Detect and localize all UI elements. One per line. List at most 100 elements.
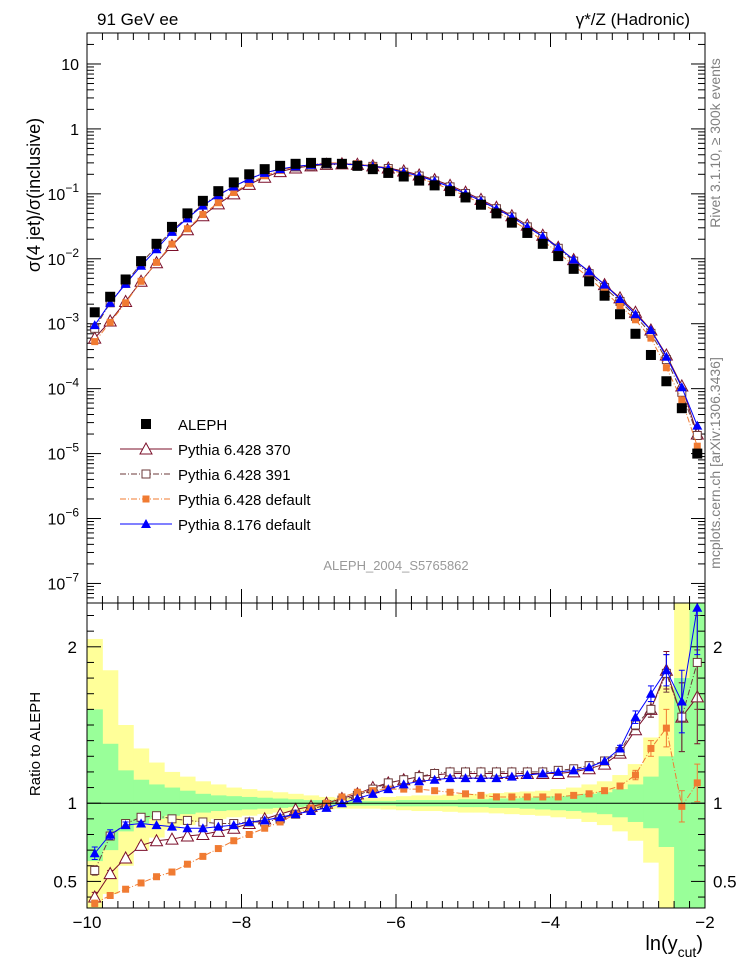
main-data-point xyxy=(553,242,564,252)
main-data-point xyxy=(645,325,656,335)
ratio-series-pythia-6-428-370 xyxy=(87,649,705,903)
ratio-data-point xyxy=(414,776,425,786)
main-series-pythia-6-428-391 xyxy=(90,159,702,440)
main-data-point xyxy=(367,164,378,175)
legend-entry-pythia-6-428-default: Pythia 6.428 default xyxy=(120,492,311,509)
legend-entry-pythia-8-176-default: Pythia 8.176 default xyxy=(120,517,311,534)
ratio-data-point xyxy=(244,816,255,826)
main-y-tick-label: 10−4 xyxy=(48,376,80,399)
main-data-point xyxy=(631,316,639,324)
ratio-data-point xyxy=(122,885,130,893)
main-data-point xyxy=(568,254,579,264)
main-y-tick-exponent: −4 xyxy=(65,376,79,390)
ratio-data-point xyxy=(134,838,148,851)
main-data-point xyxy=(120,274,131,285)
x-ticks: −10 −8 −6 −4 −2 xyxy=(73,33,715,932)
ratio-data-point xyxy=(180,829,195,842)
ratio-data-point xyxy=(106,891,114,899)
stat-uncertainty-bin xyxy=(643,776,660,829)
x-tick-label: −10 xyxy=(73,913,102,932)
x-tick-label: −2 xyxy=(695,913,714,932)
main-data-point xyxy=(661,376,672,387)
main-data-point xyxy=(89,307,100,318)
main-series xyxy=(87,156,705,459)
ratio-data-point xyxy=(182,815,192,825)
main-data-point xyxy=(678,396,686,404)
stat-uncertainty-bin xyxy=(87,709,103,862)
x-tick-label: −4 xyxy=(541,913,560,932)
ratio-data-point xyxy=(676,696,687,706)
legend-marker xyxy=(141,419,151,429)
ratio-data-point xyxy=(631,771,639,779)
stat-uncertainty-bin xyxy=(148,784,165,819)
main-data-point xyxy=(182,208,193,219)
main-data-point xyxy=(228,177,239,188)
ratio-data-point xyxy=(431,787,439,795)
ratio-data-point xyxy=(136,818,147,828)
ratio-data-point xyxy=(398,779,409,789)
legend-marker xyxy=(141,469,151,479)
ratio-data-point xyxy=(90,865,100,875)
ratio-data-point xyxy=(165,832,179,845)
stat-uncertainty-bin xyxy=(689,603,706,908)
ratio-data-point xyxy=(661,665,672,675)
ratio-y-tick-label-left: 2 xyxy=(68,638,77,657)
main-data-point xyxy=(383,167,394,178)
ratio-series xyxy=(87,602,705,907)
main-y-tick-label: 10−1 xyxy=(48,181,80,204)
ratio-data-point xyxy=(152,811,162,821)
rivet-version-label: Rivet 3.1.10, ≥ 300k events xyxy=(707,58,723,228)
header-right-title: γ*/Z (Hadronic) xyxy=(576,10,690,29)
main-y-tick-exponent: −3 xyxy=(65,311,79,325)
ratio-data-point xyxy=(599,755,610,765)
ratio-data-point xyxy=(213,821,224,831)
ratio-data-point xyxy=(692,602,703,612)
main-data-point xyxy=(183,225,191,233)
stat-uncertainty-bin xyxy=(133,779,150,824)
ratio-data-point xyxy=(462,790,470,798)
main-data-point xyxy=(491,208,502,219)
main-y-tick-label: 10−6 xyxy=(48,506,80,529)
x-axis-label-main: ln(ycut) xyxy=(645,933,703,960)
stat-uncertainty-bin xyxy=(658,756,675,847)
main-data-point xyxy=(153,258,161,266)
legend: ALEPH Pythia 6.428 370 Pythia 6.428 391 Pyt… xyxy=(120,417,311,534)
ratio-data-point xyxy=(601,787,609,795)
main-data-point xyxy=(214,199,222,207)
main-data-point xyxy=(213,186,224,197)
legend-marker xyxy=(139,441,153,455)
main-data-point xyxy=(352,160,363,171)
ratio-data-point xyxy=(646,704,656,714)
ratio-series-line xyxy=(94,668,698,898)
ratio-data-point xyxy=(182,823,193,833)
main-y-tick-label: 10−5 xyxy=(48,441,80,464)
main-data-point xyxy=(336,158,347,169)
ratio-data-point xyxy=(429,774,440,784)
main-data-point xyxy=(506,217,517,228)
ratio-y-ticks: 0.5 0.5 1 1 2 2 xyxy=(53,615,737,898)
ratio-series-pythia-6-428-default xyxy=(91,708,701,907)
ratio-data-point xyxy=(692,657,702,667)
main-data-point xyxy=(692,448,703,459)
ratio-data-point xyxy=(539,793,547,801)
stat-uncertainty-bin xyxy=(179,790,196,815)
ratio-data-point xyxy=(151,820,162,830)
ratio-data-point xyxy=(197,823,208,833)
analysis-id-label: ALEPH_2004_S5765862 xyxy=(323,558,468,573)
main-data-point xyxy=(414,175,425,186)
ratio-data-point xyxy=(338,793,346,801)
main-data-point xyxy=(615,294,626,304)
ratio-data-point xyxy=(554,793,562,801)
x-tick-label: −6 xyxy=(386,913,405,932)
main-series-pythia-6-428-370 xyxy=(87,156,705,440)
stat-uncertainty-bin xyxy=(102,743,119,851)
main-data-point xyxy=(599,290,610,301)
main-y-tick-exponent: −7 xyxy=(65,570,79,584)
main-data-point xyxy=(429,180,440,191)
main-y-tick-label: 10 xyxy=(61,57,79,74)
main-data-point xyxy=(306,157,317,168)
main-data-point xyxy=(168,240,176,248)
ratio-data-point xyxy=(149,833,164,847)
main-data-point xyxy=(460,192,471,203)
